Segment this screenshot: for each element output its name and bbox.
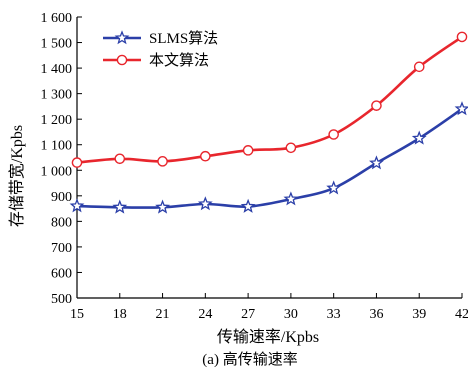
series-line-0 <box>76 107 463 209</box>
data-point-0 <box>240 198 256 213</box>
y-tick-label: 1 400 <box>41 62 73 77</box>
x-tick-label: 36 <box>369 307 383 322</box>
data-point-1 <box>200 150 211 162</box>
x-tick-label: 33 <box>327 307 341 322</box>
data-point-0 <box>326 180 342 195</box>
legend-label-1: 本文算法 <box>149 51 209 69</box>
x-ticks: 15 18 21 24 27 30 33 36 39 42 <box>70 293 468 322</box>
y-tick-label: 1 600 <box>41 11 73 26</box>
data-point-0 <box>283 191 299 206</box>
x-tick-label: 21 <box>156 307 170 322</box>
data-point-1 <box>157 156 168 167</box>
x-tick-label: 39 <box>412 307 426 322</box>
y-tick-label: 600 <box>51 266 72 281</box>
y-tick-label: 1 100 <box>41 139 73 154</box>
data-point-0 <box>112 199 128 214</box>
data-point-1 <box>456 31 468 43</box>
data-point-1 <box>285 142 297 154</box>
data-point-1 <box>71 157 83 168</box>
y-tick-label: 700 <box>51 241 72 256</box>
series-line-1 <box>76 35 463 164</box>
data-point-0 <box>155 199 170 214</box>
y-tick-label: 800 <box>51 215 72 230</box>
legend-marker-1 <box>116 54 128 66</box>
legend-label-0: SLMS算法 <box>149 29 218 47</box>
x-axis-title: 传输速率/Kpbs <box>217 328 319 346</box>
data-point-1 <box>413 61 425 73</box>
y-tick-label: 1 300 <box>41 88 73 103</box>
x-tick-label: 42 <box>455 307 468 322</box>
data-point-0 <box>69 198 85 213</box>
y-axis-title: 存储带宽/Kpbs <box>8 125 26 227</box>
data-point-0 <box>454 101 468 116</box>
x-tick-label: 27 <box>241 307 255 322</box>
y-tick-label: 500 <box>51 292 72 307</box>
data-point-1 <box>328 129 339 140</box>
data-point-0 <box>369 155 384 170</box>
x-tick-label: 18 <box>113 307 127 322</box>
y-tick-label: 1 200 <box>41 113 73 128</box>
x-tick-label: 30 <box>284 307 298 322</box>
x-tick-label: 15 <box>70 307 84 322</box>
legend-marker-0 <box>114 30 130 45</box>
data-point-1 <box>114 153 126 165</box>
data-point-1 <box>371 100 382 111</box>
y-tick-label: 1 000 <box>41 164 73 179</box>
data-point-0 <box>411 130 427 145</box>
y-ticks: 500 600 700 800 900 1 000 1 100 1 200 1 300 1 400… <box>41 11 82 307</box>
chart-caption: (a) 高传输速率 <box>202 351 297 368</box>
x-tick-label: 24 <box>198 307 212 322</box>
data-point-0 <box>197 196 213 211</box>
data-point-1 <box>242 145 254 156</box>
series-group <box>69 31 468 214</box>
y-tick-label: 900 <box>51 190 72 205</box>
y-tick-label: 1 500 <box>41 37 73 52</box>
